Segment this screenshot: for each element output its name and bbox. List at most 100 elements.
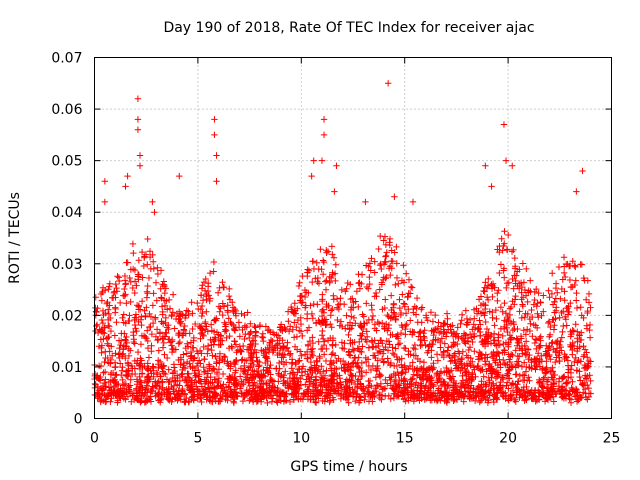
roti-point bbox=[406, 362, 414, 370]
data-points bbox=[91, 80, 594, 407]
roti-point bbox=[312, 319, 320, 327]
roti-point bbox=[368, 382, 375, 390]
roti-point bbox=[228, 343, 235, 350]
roti-point bbox=[571, 281, 578, 289]
roti-point bbox=[540, 292, 547, 299]
roti-point bbox=[259, 389, 267, 396]
roti-point bbox=[582, 375, 590, 383]
roti-point bbox=[466, 331, 474, 338]
roti-point bbox=[183, 378, 190, 386]
roti-point bbox=[321, 377, 328, 385]
roti-point bbox=[508, 334, 515, 341]
roti-point bbox=[94, 372, 101, 379]
roti-point bbox=[586, 326, 593, 334]
roti-point bbox=[299, 363, 307, 370]
roti-point bbox=[165, 321, 172, 329]
roti-point bbox=[547, 368, 554, 375]
y-tick-label: 0.04 bbox=[51, 205, 82, 221]
roti-point bbox=[337, 295, 344, 302]
roti-point bbox=[125, 352, 133, 360]
roti-point bbox=[395, 393, 403, 400]
roti-point bbox=[556, 314, 563, 321]
roti-point bbox=[147, 387, 154, 395]
roti-point bbox=[462, 340, 469, 347]
roti-point bbox=[112, 392, 119, 399]
roti-point bbox=[188, 383, 195, 390]
roti-point bbox=[473, 310, 481, 317]
roti-point bbox=[368, 302, 375, 309]
roti-point bbox=[372, 385, 379, 392]
roti-point bbox=[395, 341, 402, 348]
roti-point bbox=[364, 388, 371, 395]
roti-point bbox=[173, 393, 181, 401]
roti-point bbox=[501, 274, 508, 281]
roti-point bbox=[430, 383, 437, 390]
roti-point bbox=[158, 362, 165, 369]
roti-point bbox=[157, 267, 165, 274]
roti-point bbox=[433, 372, 440, 380]
roti-point bbox=[254, 372, 261, 379]
roti-point bbox=[421, 334, 428, 342]
roti-point bbox=[237, 348, 244, 355]
roti-point bbox=[155, 397, 162, 404]
x-tick-label: 10 bbox=[292, 431, 310, 447]
roti-point bbox=[558, 347, 565, 354]
roti-point bbox=[156, 330, 164, 337]
roti-point bbox=[149, 319, 157, 327]
roti-point bbox=[274, 344, 281, 352]
roti-point bbox=[329, 342, 336, 349]
roti-point bbox=[212, 353, 219, 360]
roti-point bbox=[511, 325, 518, 333]
roti-point bbox=[206, 269, 214, 277]
roti-point bbox=[201, 380, 209, 388]
roti-point bbox=[390, 351, 398, 359]
roti-point bbox=[104, 322, 112, 329]
roti-point bbox=[539, 391, 546, 398]
roti-point bbox=[362, 336, 369, 343]
roti-point bbox=[219, 279, 226, 286]
roti-point bbox=[448, 367, 455, 374]
roti-point bbox=[481, 284, 488, 291]
roti-point bbox=[329, 394, 337, 401]
roti-point bbox=[183, 394, 190, 402]
roti-point bbox=[171, 377, 179, 384]
y-tick-label: 0 bbox=[74, 412, 83, 428]
roti-point bbox=[409, 359, 416, 366]
roti-point bbox=[512, 263, 519, 270]
roti-point bbox=[256, 321, 264, 329]
roti-point bbox=[582, 296, 590, 303]
roti-point bbox=[252, 382, 260, 390]
roti-point bbox=[452, 388, 459, 396]
roti-point bbox=[410, 387, 417, 394]
roti-point bbox=[521, 342, 528, 349]
roti-point bbox=[143, 294, 151, 301]
roti-point bbox=[107, 383, 115, 391]
roti-point bbox=[293, 383, 300, 391]
roti-point bbox=[471, 397, 479, 405]
roti-point bbox=[331, 384, 338, 392]
roti-point bbox=[161, 302, 169, 309]
roti-point bbox=[520, 327, 527, 334]
roti-point bbox=[140, 332, 148, 339]
roti-point bbox=[216, 359, 223, 366]
roti-point bbox=[417, 342, 424, 349]
roti-point bbox=[384, 380, 391, 387]
roti-point bbox=[404, 381, 411, 388]
roti-point bbox=[425, 394, 433, 401]
roti-point bbox=[141, 307, 148, 315]
roti-point bbox=[547, 394, 555, 401]
roti-point bbox=[207, 321, 215, 328]
roti-point bbox=[120, 346, 127, 353]
roti-point bbox=[528, 306, 535, 314]
roti-point bbox=[262, 323, 270, 330]
roti-point bbox=[507, 335, 514, 343]
roti-point bbox=[258, 333, 266, 341]
roti-point bbox=[123, 343, 130, 350]
roti-point bbox=[358, 271, 366, 278]
roti-point bbox=[496, 356, 503, 363]
roti-point bbox=[372, 374, 380, 381]
roti-point bbox=[234, 393, 241, 400]
roti-point bbox=[512, 396, 519, 403]
roti-point bbox=[493, 382, 500, 389]
